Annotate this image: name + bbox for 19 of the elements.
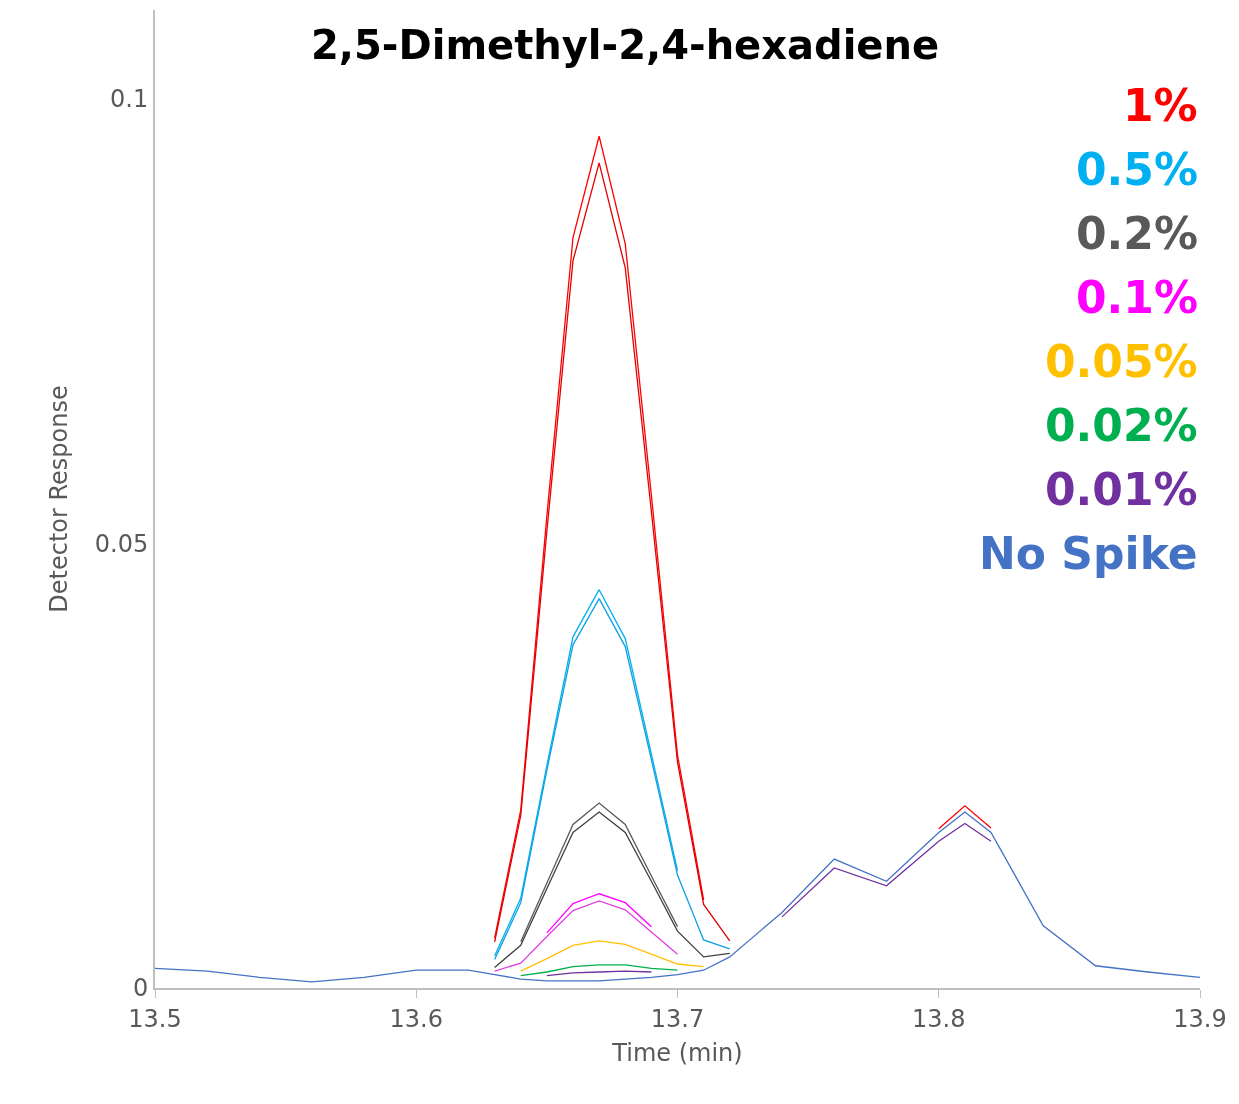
text: 0.1% (1076, 272, 1199, 323)
x-tick-label: 13.9 (1173, 1004, 1227, 1033)
y-tick-label: 0.1 (110, 85, 149, 114)
text: 0.02% (1045, 400, 1198, 451)
x-tick-label: 13.8 (912, 1004, 966, 1033)
text: 0.01% (1045, 464, 1198, 515)
x-axis-title: Time (min) (611, 1038, 743, 1067)
y-axis-title: Detector Response (45, 385, 74, 613)
text: 0.2% (1076, 208, 1199, 259)
chart-title: 2,5-Dimethyl-2,4-hexadiene (311, 22, 940, 68)
text: 1% (1123, 80, 1198, 131)
x-tick-label: 13.6 (389, 1004, 443, 1033)
text: 0.05% (1045, 336, 1198, 387)
text: No Spike (979, 528, 1198, 579)
y-tick-label: 0 (132, 974, 149, 1003)
text: 0.5% (1076, 144, 1199, 195)
y-tick-label: 0.05 (94, 529, 149, 558)
x-tick-label: 13.5 (128, 1004, 182, 1033)
x-tick-label: 13.7 (650, 1004, 705, 1033)
